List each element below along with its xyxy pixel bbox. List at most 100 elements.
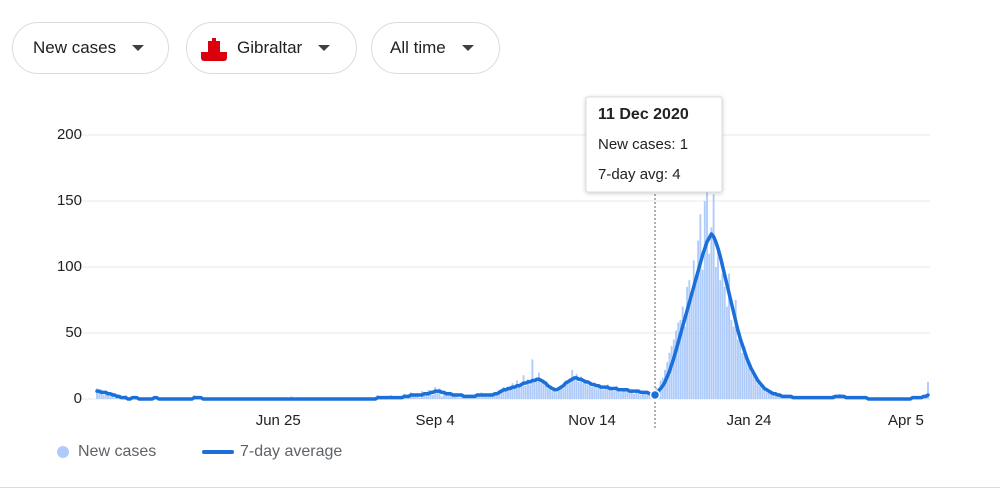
bar xyxy=(546,388,549,399)
bar xyxy=(836,397,839,399)
bar xyxy=(489,395,492,399)
bar xyxy=(133,397,136,399)
bar xyxy=(118,396,121,399)
bar xyxy=(111,392,114,399)
bar xyxy=(96,388,98,399)
bar xyxy=(398,396,401,399)
bar xyxy=(504,388,507,399)
bar xyxy=(524,385,527,399)
bar xyxy=(429,393,432,399)
range-dropdown[interactable]: All time xyxy=(371,22,500,74)
bar xyxy=(602,389,605,399)
bar xyxy=(562,388,565,399)
bar xyxy=(401,397,403,399)
region-label: Gibraltar xyxy=(237,38,303,57)
bar xyxy=(825,396,828,399)
caret xyxy=(132,45,145,51)
bar xyxy=(679,319,682,399)
bar xyxy=(860,396,863,399)
bar xyxy=(518,387,521,399)
bar xyxy=(456,395,459,399)
bar xyxy=(927,381,929,399)
bar xyxy=(672,339,675,399)
bar xyxy=(535,377,538,399)
bar xyxy=(670,346,673,399)
bar xyxy=(409,392,412,399)
bar xyxy=(622,388,624,399)
bar xyxy=(544,384,547,399)
bar xyxy=(522,375,525,399)
bar xyxy=(531,359,534,399)
bar xyxy=(115,395,118,399)
y-tick-label: 0 xyxy=(74,390,82,407)
x-tick-label: Nov 14 xyxy=(568,412,616,429)
bar xyxy=(447,395,450,399)
bar xyxy=(549,385,552,399)
bar xyxy=(405,396,408,399)
bar xyxy=(597,384,600,399)
bar xyxy=(838,393,841,399)
bar xyxy=(555,392,558,399)
bar xyxy=(739,333,742,399)
bar xyxy=(569,377,571,399)
bar xyxy=(122,397,125,399)
bar xyxy=(692,260,695,399)
bar xyxy=(102,395,105,399)
x-tick-label: Jun 25 xyxy=(256,412,301,429)
bar xyxy=(460,393,463,399)
bar xyxy=(714,267,717,399)
bar xyxy=(467,397,470,399)
bar xyxy=(571,369,574,399)
bar xyxy=(635,391,638,399)
bar xyxy=(763,389,766,399)
bar xyxy=(438,388,441,399)
bar xyxy=(732,326,735,399)
bar xyxy=(109,396,112,399)
bar xyxy=(613,391,616,399)
caret xyxy=(461,45,474,51)
bar xyxy=(701,269,704,399)
bar xyxy=(606,384,609,399)
legend-swatch xyxy=(57,446,69,458)
bar xyxy=(730,319,733,399)
bar xyxy=(290,396,293,399)
bar xyxy=(593,383,596,399)
bar xyxy=(688,280,691,399)
bar xyxy=(710,227,713,399)
bar xyxy=(675,330,677,399)
region-dropdown[interactable]: Gibraltar xyxy=(186,22,357,74)
bar xyxy=(520,383,523,399)
bar xyxy=(107,393,109,399)
flag-icon xyxy=(201,35,227,61)
bar xyxy=(759,385,761,399)
tooltip-line: New cases: 1 xyxy=(598,136,688,153)
bar xyxy=(478,396,481,399)
bar xyxy=(706,187,708,399)
bar xyxy=(155,397,158,399)
bar xyxy=(798,396,801,399)
x-tick-label: Sep 4 xyxy=(416,412,455,429)
bar xyxy=(412,395,414,399)
bar xyxy=(458,397,461,399)
bar xyxy=(644,392,647,399)
bar xyxy=(657,388,660,399)
bar xyxy=(560,385,563,399)
bar xyxy=(480,392,483,399)
bar xyxy=(427,389,430,399)
bar xyxy=(666,362,669,399)
bar xyxy=(153,396,156,399)
bar xyxy=(832,395,834,399)
bar xyxy=(615,385,618,399)
bar xyxy=(728,273,731,399)
bar xyxy=(566,383,569,399)
tooltip-line: 7-day avg: 4 xyxy=(598,166,681,183)
range-label: All time xyxy=(390,38,446,57)
caret xyxy=(318,45,331,51)
bar xyxy=(856,397,859,399)
bar xyxy=(611,388,613,399)
y-tick-label: 150 xyxy=(57,192,82,209)
bar xyxy=(637,389,640,399)
metric-dropdown[interactable]: New cases xyxy=(12,22,169,74)
bar xyxy=(564,380,567,399)
bar xyxy=(381,397,384,399)
